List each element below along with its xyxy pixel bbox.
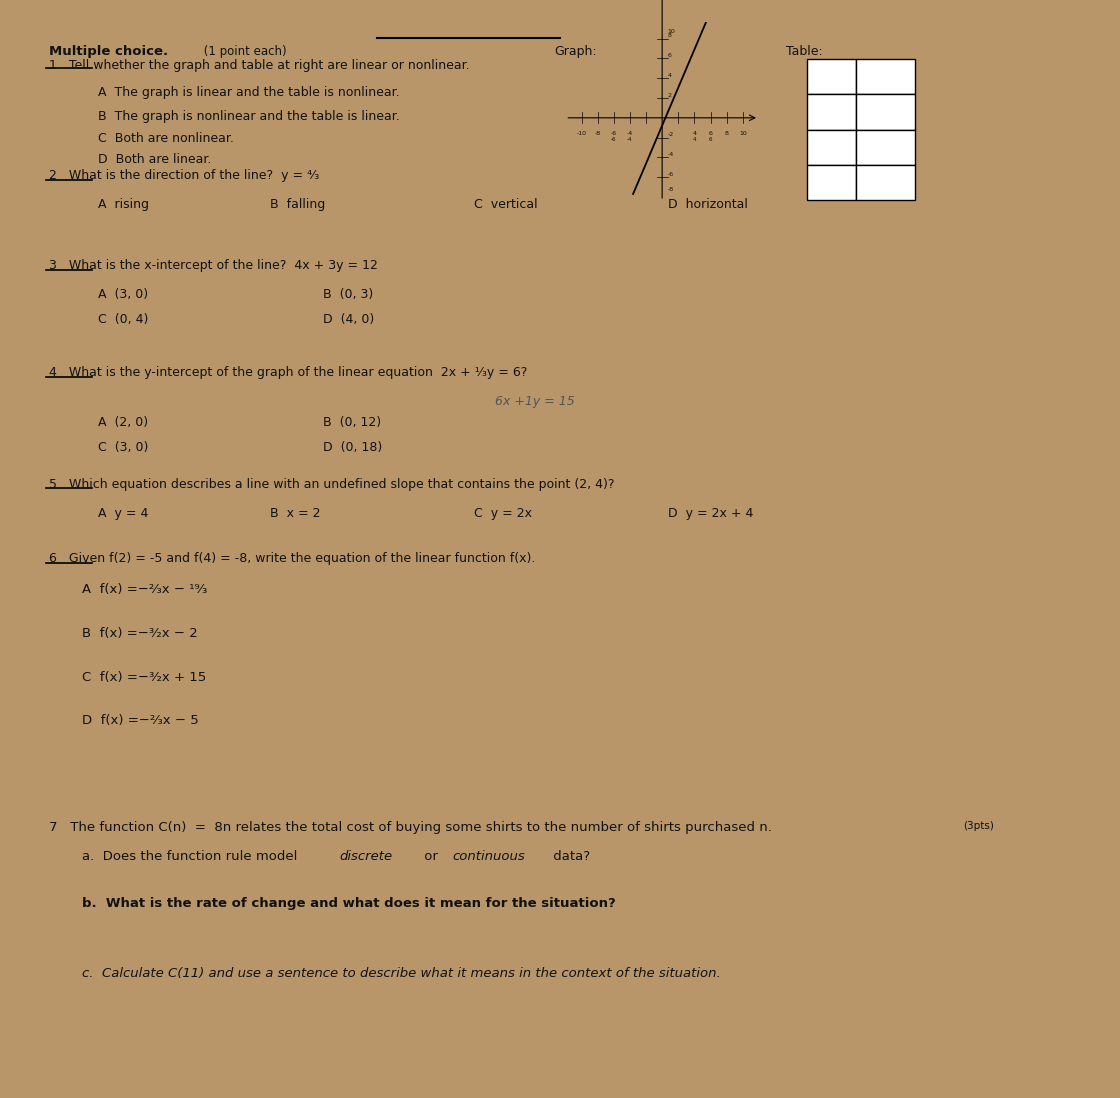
Text: b.  What is the rate of change and what does it mean for the situation?: b. What is the rate of change and what d… xyxy=(82,897,615,910)
Text: (1 point each): (1 point each) xyxy=(199,45,287,58)
Text: continuous: continuous xyxy=(452,850,525,863)
Text: -8: -8 xyxy=(668,187,673,192)
Text: C  Both are nonlinear.: C Both are nonlinear. xyxy=(97,132,234,145)
Text: 2: 2 xyxy=(828,141,836,154)
Text: D  Both are linear.: D Both are linear. xyxy=(97,153,211,166)
Bar xyxy=(808,130,856,165)
Text: -10: -10 xyxy=(577,131,587,135)
Text: D  (4, 0): D (4, 0) xyxy=(324,313,375,326)
Text: 2: 2 xyxy=(668,92,672,98)
Text: -8: -8 xyxy=(595,131,600,135)
Text: Table:: Table: xyxy=(786,45,822,58)
Text: (3pts): (3pts) xyxy=(963,821,995,831)
Text: 6x +1y = 15: 6x +1y = 15 xyxy=(495,395,576,407)
Text: C  (3, 0): C (3, 0) xyxy=(97,440,148,453)
Text: D  (0, 18): D (0, 18) xyxy=(324,440,383,453)
Bar xyxy=(856,94,915,130)
Text: C  f(x) =−³⁄₂x + 15: C f(x) =−³⁄₂x + 15 xyxy=(82,671,206,684)
Text: g(x): g(x) xyxy=(871,70,899,83)
Text: 4: 4 xyxy=(692,137,697,142)
Text: B  The graph is nonlinear and the table is linear.: B The graph is nonlinear and the table i… xyxy=(97,111,400,123)
Text: 7   The function C(n)  =  8n relates the total cost of buying some shirts to the: 7 The function C(n) = 8n relates the tot… xyxy=(49,821,772,833)
Text: -4: -4 xyxy=(627,137,633,142)
Bar xyxy=(856,130,915,165)
Text: A  (2, 0): A (2, 0) xyxy=(97,416,148,429)
Text: -2: -2 xyxy=(668,132,674,137)
Text: -6: -6 xyxy=(610,131,617,135)
Text: 8: 8 xyxy=(668,33,671,38)
Text: 4   What is the y-intercept of the graph of the linear equation  2x + ¹⁄₃y = 6?: 4 What is the y-intercept of the graph o… xyxy=(49,366,528,379)
Text: A  f(x) =−²⁄₃x − ¹⁹⁄₃: A f(x) =−²⁄₃x − ¹⁹⁄₃ xyxy=(82,583,207,596)
Text: B  (0, 3): B (0, 3) xyxy=(324,289,374,301)
Text: Graph:: Graph: xyxy=(554,45,597,58)
Text: 10: 10 xyxy=(668,29,675,34)
Text: 4: 4 xyxy=(668,72,672,78)
Text: discrete: discrete xyxy=(339,850,393,863)
Text: -6: -6 xyxy=(668,171,673,177)
Text: D  y = 2x + 4: D y = 2x + 4 xyxy=(668,506,753,519)
Text: C  vertical: C vertical xyxy=(474,198,538,211)
Text: A  rising: A rising xyxy=(97,198,149,211)
Text: C  y = 2x: C y = 2x xyxy=(474,506,532,519)
Bar xyxy=(856,165,915,200)
Text: A  y = 4: A y = 4 xyxy=(97,506,148,519)
Bar xyxy=(808,165,856,200)
Text: or: or xyxy=(420,850,442,863)
Text: a.  Does the function rule model: a. Does the function rule model xyxy=(82,850,301,863)
Text: 2   What is the direction of the line?  y = ⁴⁄₃: 2 What is the direction of the line? y =… xyxy=(49,169,319,182)
Text: -6: -6 xyxy=(612,137,616,142)
Text: 6: 6 xyxy=(668,53,671,58)
Text: A  (3, 0): A (3, 0) xyxy=(97,289,148,301)
Text: 5: 5 xyxy=(828,176,836,189)
Text: B  f(x) =−³⁄₂x − 2: B f(x) =−³⁄₂x − 2 xyxy=(82,627,197,640)
Text: B  falling: B falling xyxy=(270,198,325,211)
Text: 8: 8 xyxy=(881,141,889,154)
Text: 3: 3 xyxy=(881,105,889,119)
Text: 10: 10 xyxy=(739,131,747,135)
Text: B  x = 2: B x = 2 xyxy=(270,506,320,519)
Text: 4: 4 xyxy=(692,131,697,135)
Text: 1   Tell whether the graph and table at right are linear or nonlinear.: 1 Tell whether the graph and table at ri… xyxy=(49,59,470,72)
Bar xyxy=(808,94,856,130)
Text: D  f(x) =−²⁄₃x − 5: D f(x) =−²⁄₃x − 5 xyxy=(82,715,198,727)
Text: 6: 6 xyxy=(709,131,712,135)
Text: -4: -4 xyxy=(668,152,674,157)
Bar xyxy=(856,59,915,94)
Text: 1: 1 xyxy=(828,105,836,119)
Text: D  horizontal: D horizontal xyxy=(668,198,747,211)
Bar xyxy=(808,59,856,94)
Text: 18: 18 xyxy=(877,176,893,189)
Text: 8: 8 xyxy=(725,131,729,135)
Text: 6: 6 xyxy=(709,137,712,142)
Text: c.  Calculate C(11) and use a sentence to describe what it means in the context : c. Calculate C(11) and use a sentence to… xyxy=(82,966,720,979)
Text: x: x xyxy=(828,70,836,83)
Text: C  (0, 4): C (0, 4) xyxy=(97,313,148,326)
Text: B  (0, 12): B (0, 12) xyxy=(324,416,382,429)
Text: 5   Which equation describes a line with an undefined slope that contains the po: 5 Which equation describes a line with a… xyxy=(49,478,615,491)
Text: A  The graph is linear and the table is nonlinear.: A The graph is linear and the table is n… xyxy=(97,86,400,99)
Text: -4: -4 xyxy=(627,131,633,135)
Text: Multiple choice.: Multiple choice. xyxy=(49,45,168,58)
Text: 3   What is the x-intercept of the line?  4x + 3y = 12: 3 What is the x-intercept of the line? 4… xyxy=(49,259,379,272)
Text: data?: data? xyxy=(549,850,590,863)
Text: 6   Given f(2) = -5 and f(4) = -8, write the equation of the linear function f(x: 6 Given f(2) = -5 and f(4) = -8, write t… xyxy=(49,552,535,565)
